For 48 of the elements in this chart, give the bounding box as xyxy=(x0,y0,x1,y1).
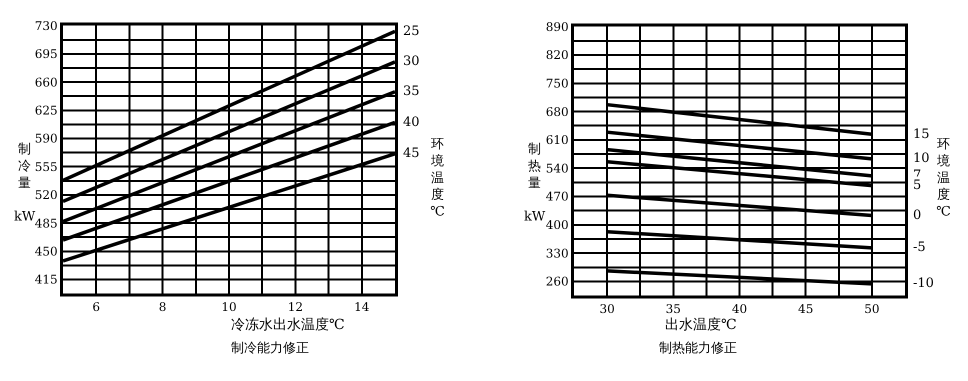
text: 制热能力修正 xyxy=(659,341,737,356)
text: 15 xyxy=(913,127,930,142)
y-tick-label: 450 xyxy=(34,244,58,259)
y-tick-label: 540 xyxy=(546,161,569,176)
y-tick-label: 680 xyxy=(546,104,569,119)
series-label: 30 xyxy=(403,54,420,69)
y-tick-label: 520 xyxy=(34,188,58,202)
legend-title: 环境温度℃ xyxy=(430,137,445,220)
y-tick-label: 625 xyxy=(34,103,58,118)
y-tick-label: 890 xyxy=(546,20,569,34)
x-tick-label: 12 xyxy=(288,300,304,314)
y-tick-label: 485 xyxy=(34,216,58,230)
text: -10 xyxy=(913,276,934,291)
x-tick-label: 8 xyxy=(158,300,166,314)
x-tick-label: 35 xyxy=(666,302,681,316)
x-tick-label: 6 xyxy=(92,300,100,314)
x-tick-label: 14 xyxy=(354,300,370,314)
y-tick-label: 400 xyxy=(546,218,569,232)
y-tick-label: 820 xyxy=(546,48,569,62)
series-label: 35 xyxy=(403,84,420,99)
y-tick-label: 590 xyxy=(34,132,58,146)
text: 10 xyxy=(913,151,930,166)
text: -5 xyxy=(913,240,926,255)
x-tick-label: 40 xyxy=(732,302,748,316)
x-tick-label: 10 xyxy=(221,300,237,314)
x-tick-label: 30 xyxy=(599,302,615,316)
text: 制冷量 kW xyxy=(14,142,36,225)
y-tick-label: 695 xyxy=(34,47,58,62)
y-tick-label: 470 xyxy=(546,190,569,204)
y-tick-label: 260 xyxy=(546,274,569,289)
y-tick-label: 330 xyxy=(546,246,569,260)
series-label: 40 xyxy=(403,115,420,130)
series-label: 25 xyxy=(403,24,420,39)
y-tick-label: 660 xyxy=(34,75,58,90)
x-axis-title: 出水温度℃ xyxy=(665,317,737,333)
series-label: 45 xyxy=(403,146,420,161)
text: 制热量 kW xyxy=(524,142,546,225)
x-tick-label: 50 xyxy=(864,302,880,316)
x-axis-title: 冷冻水出水温度℃ xyxy=(231,317,345,333)
y-tick-label: 415 xyxy=(34,272,58,287)
y-tick-label: 730 xyxy=(34,18,58,33)
y-tick-label: 610 xyxy=(546,133,569,148)
legend-title: 环境温度℃ xyxy=(936,137,951,220)
y-tick-label: 750 xyxy=(546,76,569,90)
text: 制冷能力修正 xyxy=(231,341,309,356)
y-tick-label: 555 xyxy=(34,160,58,174)
text: 0 xyxy=(913,208,922,223)
x-tick-label: 45 xyxy=(798,302,814,316)
